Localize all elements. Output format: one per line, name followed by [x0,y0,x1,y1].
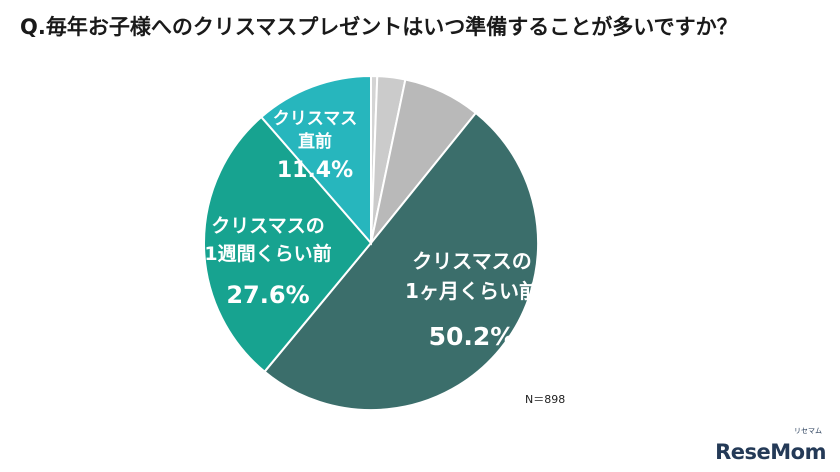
brand-kana: リセマム [794,427,822,435]
slice-label-4-line-1: 1週間くらい前 [204,242,331,265]
sample-size-note: N＝898 [525,393,566,406]
slice-label-4-line-0: クリスマスの [211,215,324,237]
slice-value-3: 50.2% [429,322,516,351]
slice-label-3-line-1: 1ヶ月くらい前 [405,279,539,303]
question-title: Q.毎年お子様へのクリスマスプレゼントはいつ準備することが多いですか？ [20,15,738,39]
pie-slice-4 [203,115,373,374]
slice-label-5-line-0: クリスマス [273,109,358,129]
slice-value-4: 27.6% [226,281,309,309]
brand-logo: ReseMom [715,440,826,464]
slice-label-3-line-0: クリスマスの [412,249,531,273]
pie-slice-3 [263,111,540,412]
slice-label-5-line-1: 直前 [298,131,332,152]
pie-slice-5 [259,74,372,246]
slice-value-5: 11.4% [277,158,353,183]
